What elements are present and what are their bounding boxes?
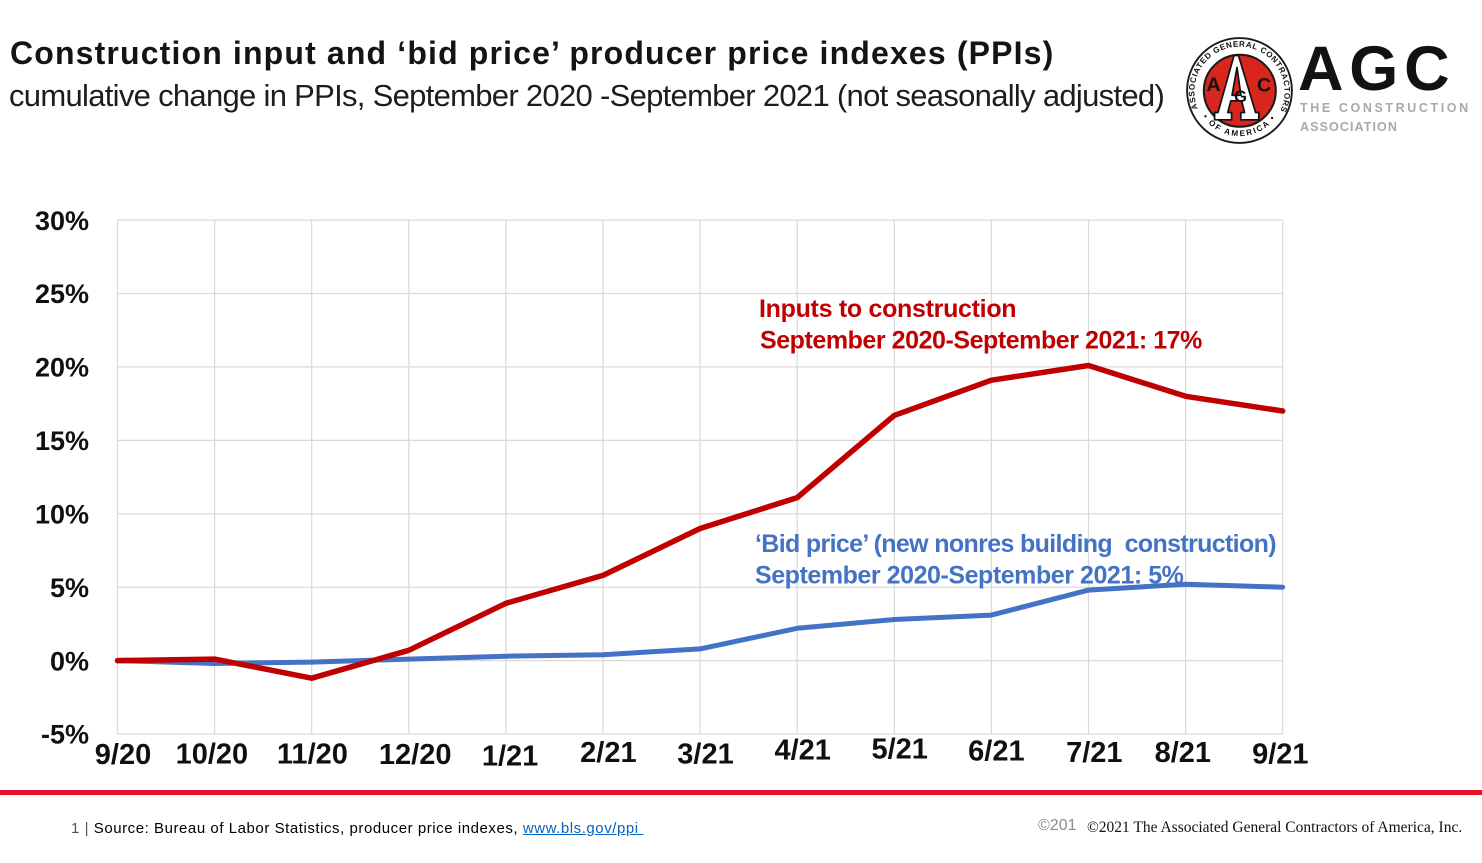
svg-text:Inputs to construction: Inputs to construction bbox=[759, 295, 1016, 323]
svg-text:G: G bbox=[1234, 88, 1247, 106]
svg-text:25%: 25% bbox=[35, 279, 89, 309]
svg-text:10/20: 10/20 bbox=[176, 739, 249, 771]
svg-text:9/21: 9/21 bbox=[1252, 739, 1308, 771]
svg-text:September 2020-September 2021:: September 2020-September 2021: 5% bbox=[755, 562, 1184, 590]
svg-text:8/21: 8/21 bbox=[1155, 737, 1211, 769]
svg-text:30%: 30% bbox=[35, 206, 89, 236]
svg-text:9/20: 9/20 bbox=[95, 739, 151, 771]
svg-text:15%: 15% bbox=[35, 426, 89, 456]
svg-text:1/21: 1/21 bbox=[482, 741, 538, 773]
svg-text:6/21: 6/21 bbox=[968, 736, 1024, 768]
svg-text:10%: 10% bbox=[35, 500, 89, 530]
svg-text:5%: 5% bbox=[50, 573, 89, 603]
svg-text:September 2020-September 2021:: September 2020-September 2021: 17% bbox=[760, 327, 1202, 355]
svg-text:3/21: 3/21 bbox=[677, 739, 733, 771]
svg-text:7/21: 7/21 bbox=[1066, 737, 1122, 769]
svg-text:11/20: 11/20 bbox=[277, 739, 348, 771]
svg-text:20%: 20% bbox=[35, 353, 89, 383]
svg-text:‘Bid price’ (new nonres buildi: ‘Bid price’ (new nonres building constru… bbox=[755, 530, 1276, 558]
svg-text:0%: 0% bbox=[50, 646, 89, 676]
svg-text:C: C bbox=[1257, 75, 1271, 97]
svg-text:12/20: 12/20 bbox=[379, 739, 452, 771]
svg-text:2/21: 2/21 bbox=[580, 737, 636, 769]
svg-text:5/21: 5/21 bbox=[871, 734, 927, 766]
svg-text:4/21: 4/21 bbox=[774, 735, 830, 767]
svg-text:A: A bbox=[1206, 74, 1220, 96]
svg-text:-5%: -5% bbox=[41, 720, 89, 750]
